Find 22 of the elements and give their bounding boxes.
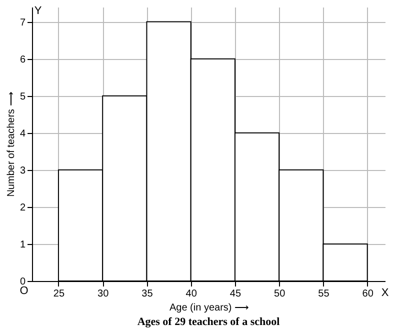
text: X bbox=[381, 287, 390, 299]
y-axis-title: Number of teachers ⟶ bbox=[6, 92, 17, 197]
text: Ages of 29 teachers of a school bbox=[137, 316, 280, 328]
y-tick-label: 4 bbox=[20, 128, 26, 140]
x-tick-label: 40 bbox=[186, 288, 198, 300]
y-tick-label: 7 bbox=[20, 17, 26, 28]
x-tick-label: 35 bbox=[142, 288, 154, 300]
y-tick-label: 6 bbox=[20, 54, 26, 66]
y-tick-label: 0 bbox=[20, 276, 26, 288]
y-tick-label: 3 bbox=[20, 165, 26, 176]
text: O bbox=[20, 285, 29, 297]
annotation: Y bbox=[34, 5, 42, 17]
x-tick-label: 25 bbox=[53, 288, 65, 300]
x-tick-label: 55 bbox=[318, 288, 330, 300]
x-tick-label: 45 bbox=[230, 288, 242, 300]
x-tick-label: 30 bbox=[98, 288, 110, 300]
x-tick-label: 50 bbox=[274, 288, 286, 300]
x-tick-label: 60 bbox=[362, 288, 374, 300]
y-tick-label: 5 bbox=[20, 91, 26, 102]
y-tick-label: 2 bbox=[20, 202, 26, 214]
x-axis-title: Age (in years) ⟶ bbox=[169, 302, 249, 314]
y-tick-label: 1 bbox=[20, 239, 26, 250]
